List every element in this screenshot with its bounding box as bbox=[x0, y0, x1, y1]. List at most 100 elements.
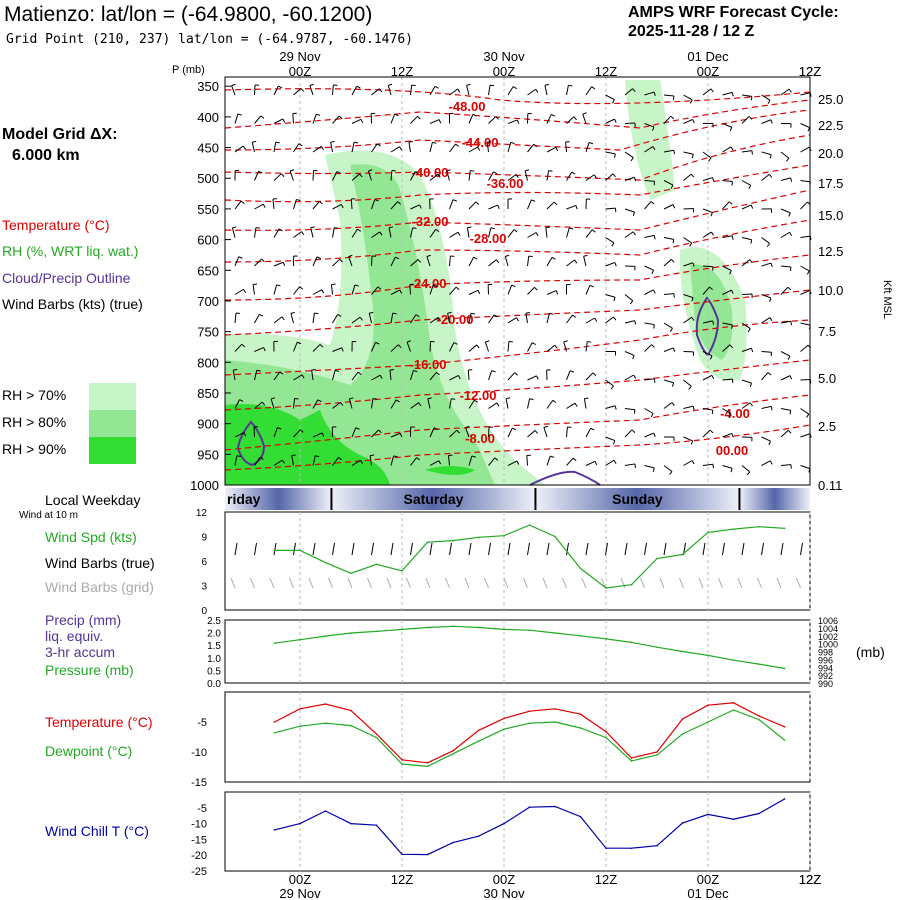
wind-barb bbox=[468, 344, 477, 352]
top-time-tick-label: 12Z bbox=[799, 64, 821, 79]
wind-barb bbox=[683, 379, 692, 387]
wind-barb bbox=[780, 320, 791, 324]
wind-barb-flag bbox=[653, 324, 655, 329]
isotherm-label: -28.00 bbox=[470, 231, 507, 246]
wind-barb-flag bbox=[298, 143, 303, 147]
wind-barb-flag bbox=[669, 471, 673, 476]
wind-barb bbox=[332, 171, 338, 181]
wind-barb-flag bbox=[513, 229, 518, 233]
wind-barb bbox=[234, 399, 240, 409]
grid-wind-barb bbox=[386, 577, 392, 589]
wind-barb bbox=[624, 294, 634, 302]
wind-barb bbox=[234, 343, 243, 352]
wind-barb bbox=[332, 227, 335, 238]
wind-barb bbox=[722, 322, 733, 326]
wind-barb bbox=[761, 317, 771, 324]
wind-barb bbox=[702, 429, 711, 438]
wind-barb-flag bbox=[672, 347, 676, 352]
wind-barb-flag bbox=[261, 401, 266, 406]
wind-barb-flag bbox=[789, 410, 792, 415]
wind-barb-flag bbox=[417, 259, 422, 263]
wind-barb bbox=[254, 84, 256, 96]
wind-speed-tick-label: 12 bbox=[196, 508, 208, 519]
wind-barb bbox=[683, 173, 692, 181]
wind-barb-flag bbox=[241, 343, 246, 348]
wind-barb bbox=[624, 88, 633, 96]
wind-barb bbox=[663, 379, 674, 384]
wind-speed-line-point bbox=[477, 536, 480, 539]
wind-barb-flag bbox=[729, 127, 733, 132]
wind-barb-flag bbox=[710, 212, 713, 217]
wind-barb-flag bbox=[588, 142, 594, 145]
wind-barb-flag bbox=[688, 385, 692, 390]
wind-barb-flag bbox=[280, 173, 285, 177]
wind-barb-flag bbox=[767, 99, 771, 104]
wind-barb-flag bbox=[395, 399, 400, 403]
wind-barb bbox=[351, 142, 355, 153]
wind-barb-flag bbox=[790, 321, 793, 326]
isotherm-line bbox=[224, 254, 811, 301]
top-time-tick-label: 00Z bbox=[493, 64, 515, 79]
windchill-line-point bbox=[707, 813, 709, 816]
wind-barb bbox=[234, 288, 244, 295]
wind-barb bbox=[543, 427, 548, 438]
wind-barb-flag bbox=[710, 231, 714, 236]
wind-barb bbox=[761, 294, 772, 299]
wind-barb bbox=[447, 313, 450, 324]
legend-cloud: Cloud/Precip Outline bbox=[2, 270, 131, 286]
wind-barb bbox=[367, 170, 372, 181]
windchill-line-point bbox=[401, 853, 403, 856]
wind-barb bbox=[800, 235, 811, 238]
wind-barb-flag bbox=[689, 242, 693, 247]
wind-barb-flag bbox=[369, 311, 374, 314]
wind-barb-flag bbox=[614, 262, 617, 267]
pressure-line-point bbox=[783, 667, 786, 670]
surface-wind-barb bbox=[351, 542, 355, 556]
wind-barb bbox=[310, 227, 314, 238]
wind-barb-flag bbox=[551, 256, 556, 260]
wind-barb-flag bbox=[689, 99, 693, 104]
wind-barb bbox=[702, 320, 713, 324]
top-time-tick-label: 00Z bbox=[697, 64, 719, 79]
wind-barb-flag bbox=[652, 146, 656, 151]
wind-barb-flag bbox=[787, 286, 792, 291]
wind-barb-flag bbox=[691, 297, 694, 302]
wind-barb-flag bbox=[550, 455, 555, 458]
wind-barb-flag bbox=[652, 126, 655, 131]
wind-barb bbox=[546, 400, 554, 409]
wind-barb-flag bbox=[416, 457, 421, 461]
wind-barb-flag bbox=[275, 141, 280, 144]
rh90-region bbox=[225, 404, 390, 485]
windchill-line-point bbox=[477, 835, 480, 838]
wind-barb bbox=[371, 231, 381, 238]
wind-barb-flag bbox=[408, 141, 413, 143]
height-tick-label: 25.0 bbox=[818, 92, 843, 107]
wind-barb bbox=[232, 370, 236, 381]
isotherm-label: -32.00 bbox=[412, 214, 449, 229]
wind-speed-line-point bbox=[554, 535, 556, 538]
temperature-line-point bbox=[324, 703, 327, 705]
wind-barb-flag bbox=[789, 232, 793, 237]
dewpoint-label: Dewpoint (°C) bbox=[45, 743, 133, 759]
legend-rh80: RH > 80% bbox=[2, 414, 67, 430]
wind-barb bbox=[546, 290, 557, 295]
wind-barb-flag bbox=[455, 143, 460, 147]
wind-speed-line-point bbox=[630, 583, 633, 586]
wind-barb-flag bbox=[505, 254, 510, 257]
windchill-line-point bbox=[579, 815, 582, 818]
wind-barbs-true-label: Wind Barbs (true) bbox=[45, 555, 155, 571]
wind-barb bbox=[293, 231, 302, 238]
wind-barb bbox=[488, 227, 492, 238]
wind-barb-flag bbox=[399, 433, 403, 438]
windchill-line-point bbox=[426, 853, 429, 856]
grid-wind-barb bbox=[718, 577, 723, 589]
wind-barb-flag bbox=[786, 157, 790, 162]
wind-speed-panel: 0 3 6 9 12 bbox=[196, 508, 811, 617]
wind-barb-flag bbox=[261, 258, 265, 263]
wind-barb bbox=[527, 398, 531, 409]
wind-barb-flag bbox=[515, 174, 519, 178]
wind-barb-flag bbox=[692, 405, 695, 411]
wind-barb bbox=[410, 227, 414, 238]
dewpoint-line-point bbox=[350, 724, 352, 727]
pressure-tick-label: 600 bbox=[197, 233, 219, 248]
